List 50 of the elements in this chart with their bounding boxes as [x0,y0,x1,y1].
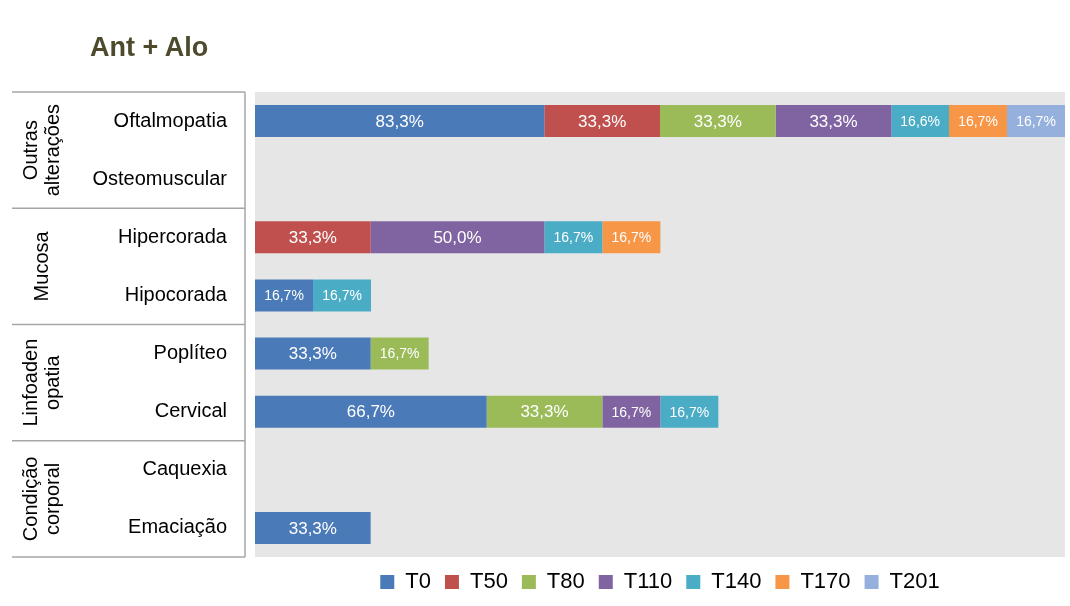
y-tick-label: Oftalmopatia [113,108,228,131]
legend-label: T140 [711,568,762,594]
data-label: 33,3% [288,518,337,538]
data-label: 66,7% [346,402,395,422]
bar [255,105,545,138]
text: Condição corporal [18,456,63,542]
bar [660,105,776,138]
legend-label: T50 [469,568,508,594]
data-label: 16,7% [264,287,304,304]
text: Outras alterações [18,103,63,197]
legend-label: T110 [623,568,673,594]
legend-label: T170 [800,568,851,594]
bar [255,395,487,428]
bar [486,395,603,428]
bar [370,221,545,254]
data-label: 16,7% [322,287,362,304]
bar [255,337,371,370]
bar [775,105,892,138]
bar [255,221,371,254]
text: Mucosa [29,230,52,302]
bar [255,511,371,544]
data-label: 16,6% [900,112,941,129]
legend-label: T201 [889,568,940,594]
data-label: 16,7% [611,403,652,420]
data-label: 33,3% [578,111,627,131]
data-label: 16,7% [611,229,652,246]
data-label: 33,3% [288,344,337,364]
data-label: 16,7% [553,229,594,246]
data-label: 16,7% [1016,112,1056,129]
y-tick-label: Caquexia [142,457,228,480]
y-tick-label: Cervical [154,399,227,422]
y-tick-label: Hipocorada [124,282,228,305]
chart-title: Ant + Alo [90,32,209,62]
bar [544,105,660,138]
data-label: 33,3% [520,402,569,422]
y-tick-label: Poplíteo [153,341,227,364]
legend-label: T80 [546,568,585,594]
data-label: 50,0% [433,228,482,247]
data-label: 83,3% [375,111,424,131]
data-label: 16,7% [379,345,420,362]
y-tick-label: Emaciação [128,515,227,538]
y-tick-label: Hipercorada [118,224,228,247]
y-tick-label: Osteomuscular [92,166,228,189]
legend-label: T0 [405,568,431,594]
data-label: 33,3% [809,111,858,131]
data-label: 33,3% [288,228,337,247]
text: Linfoaden opatia [18,338,63,427]
data-label: 16,7% [958,112,998,129]
data-label: 33,3% [693,111,742,131]
data-label: 16,7% [669,403,710,420]
